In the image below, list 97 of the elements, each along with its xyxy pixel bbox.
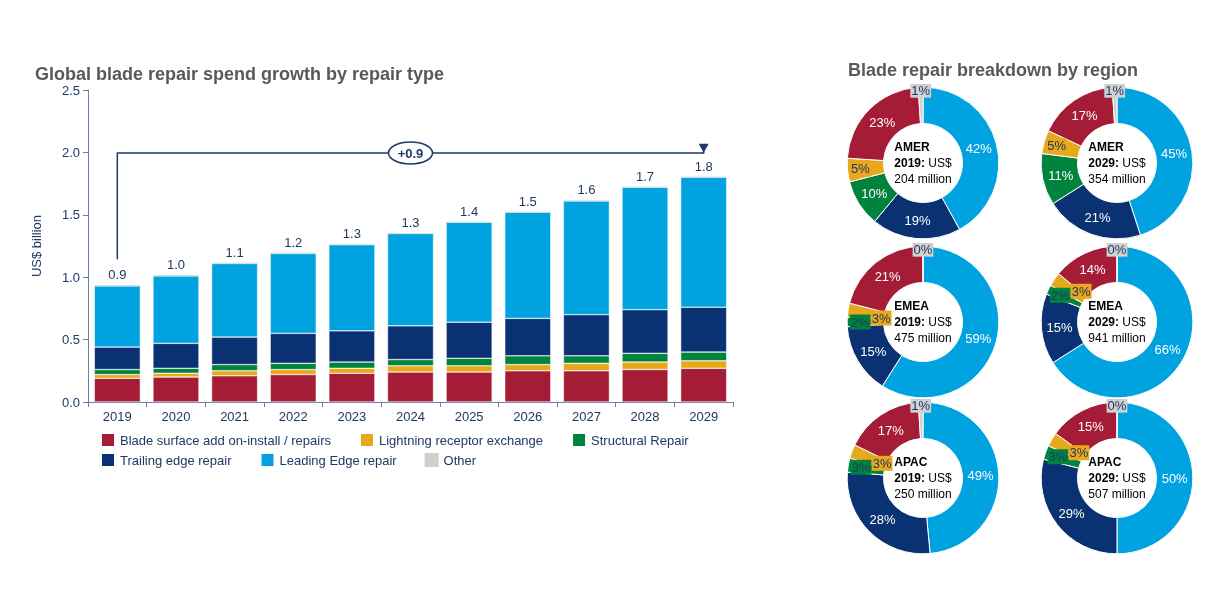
chart-title: Blade repair breakdown by region bbox=[848, 60, 1139, 81]
x-tick-label: 2025 bbox=[454, 409, 484, 424]
data-label: 29% bbox=[1058, 505, 1085, 521]
data-label: 15% bbox=[1077, 419, 1105, 435]
data-label: 3% bbox=[872, 455, 892, 471]
x-tick-label: 2020 bbox=[161, 409, 191, 424]
data-label: 3% bbox=[851, 459, 871, 475]
annotation: +0.9 bbox=[397, 145, 424, 161]
text: 0% bbox=[1107, 397, 1127, 413]
x-tick-label: 2022 bbox=[278, 409, 308, 424]
text: 2019: US$ bbox=[894, 315, 953, 329]
data-label: 3% bbox=[871, 310, 891, 326]
text: 354 million bbox=[1088, 172, 1146, 186]
text: 475 million bbox=[894, 331, 952, 345]
text: APAC bbox=[1088, 455, 1122, 469]
data-label: 42% bbox=[965, 141, 993, 157]
data-label: 11% bbox=[1048, 168, 1074, 184]
data-label: 5% bbox=[851, 161, 871, 177]
y-tick-label: 0.0 bbox=[61, 394, 80, 410]
data-label: 21% bbox=[874, 268, 902, 284]
data-label: 1% bbox=[911, 82, 931, 98]
total-label: 1.4 bbox=[460, 203, 479, 219]
data-label: 1% bbox=[1105, 82, 1125, 98]
text: 2029: US$ bbox=[1088, 471, 1147, 485]
x-tick-label: 2028 bbox=[630, 409, 660, 424]
data-label: 15% bbox=[1046, 319, 1074, 335]
x-tick-label: 2027 bbox=[571, 409, 601, 424]
data-label: 3% bbox=[1048, 449, 1068, 465]
data-label: 21% bbox=[1084, 209, 1111, 225]
text: AMER bbox=[894, 140, 930, 154]
text: 2029: US$ bbox=[1088, 315, 1147, 329]
bar bbox=[270, 374, 317, 402]
total-label: 1.8 bbox=[694, 158, 713, 174]
text: 2019: US$ bbox=[894, 156, 953, 170]
data-label: 2% bbox=[1050, 287, 1070, 303]
data-label: 1% bbox=[911, 397, 931, 413]
x-tick-label: 2023 bbox=[337, 409, 367, 424]
legend-label: Blade surface add on-install / repairs bbox=[120, 432, 332, 448]
text: AMER bbox=[1088, 140, 1124, 154]
data-label: 3% bbox=[1071, 283, 1091, 299]
y-tick-label: 0.5 bbox=[61, 332, 80, 348]
legend-label: Trailing edge repair bbox=[120, 452, 233, 468]
data-label: 17% bbox=[1071, 107, 1099, 123]
text: 0% bbox=[913, 241, 933, 257]
legend-label: Other bbox=[443, 452, 477, 468]
bar bbox=[211, 375, 258, 402]
text: APAC bbox=[894, 455, 928, 469]
text: 941 million bbox=[1088, 331, 1146, 345]
data-label: 59% bbox=[965, 330, 992, 346]
y-tick-label: 1.5 bbox=[61, 207, 80, 223]
total-label: 1.0 bbox=[166, 257, 185, 273]
bar bbox=[94, 378, 141, 402]
total-label: 1.1 bbox=[225, 244, 244, 260]
total-label: 1.7 bbox=[636, 168, 655, 184]
data-label: 50% bbox=[1161, 470, 1189, 486]
data-label: 2% bbox=[850, 314, 870, 330]
text: 2029: US$ bbox=[1088, 156, 1147, 170]
bar bbox=[328, 373, 375, 402]
text: 250 million bbox=[894, 487, 952, 501]
data-label: 15% bbox=[860, 343, 887, 359]
data-label: 10% bbox=[861, 186, 888, 202]
x-tick-label: 2024 bbox=[396, 409, 425, 424]
text: 507 million bbox=[1088, 487, 1146, 501]
text: EMEA bbox=[1088, 299, 1124, 313]
y-tick-label: 2.0 bbox=[61, 144, 80, 160]
total-label: 1.2 bbox=[284, 234, 303, 250]
data-label: 17% bbox=[877, 422, 905, 438]
chart-title: Global blade repair spend growth by repair type bbox=[35, 64, 445, 84]
total-label: 0.9 bbox=[108, 267, 127, 283]
x-tick-label: 2029 bbox=[689, 409, 719, 424]
y-tick-label: 1.0 bbox=[61, 269, 80, 285]
legend-label: Structural Repair bbox=[591, 432, 690, 448]
data-label: 5% bbox=[1047, 137, 1067, 153]
data-label: 3% bbox=[1069, 445, 1089, 461]
legend-label: Lightning receptor exchange bbox=[379, 432, 544, 448]
total-label: 1.3 bbox=[401, 214, 420, 230]
x-tick-label: 2021 bbox=[220, 409, 250, 424]
y-axis-title: US$ billion bbox=[29, 214, 44, 278]
x-tick-label: 2019 bbox=[102, 409, 132, 424]
total-label: 1.6 bbox=[577, 182, 596, 198]
text: 0% bbox=[1107, 241, 1127, 257]
data-label: 49% bbox=[967, 467, 995, 483]
text: 204 million bbox=[894, 172, 952, 186]
text: EMEA bbox=[894, 299, 930, 313]
bar bbox=[152, 377, 199, 402]
x-tick-label: 2026 bbox=[513, 409, 543, 424]
total-label: 1.5 bbox=[518, 193, 537, 209]
data-label: 19% bbox=[904, 212, 932, 228]
data-label: 45% bbox=[1160, 146, 1188, 162]
y-tick-label: 2.5 bbox=[61, 82, 80, 98]
legend-label: Leading Edge repair bbox=[279, 452, 398, 468]
data-label: 14% bbox=[1079, 262, 1106, 278]
data-label: 66% bbox=[1154, 342, 1181, 358]
data-label: 23% bbox=[869, 114, 896, 130]
total-label: 1.3 bbox=[342, 226, 361, 242]
data-label: 28% bbox=[869, 511, 896, 527]
text: 2019: US$ bbox=[894, 471, 953, 485]
